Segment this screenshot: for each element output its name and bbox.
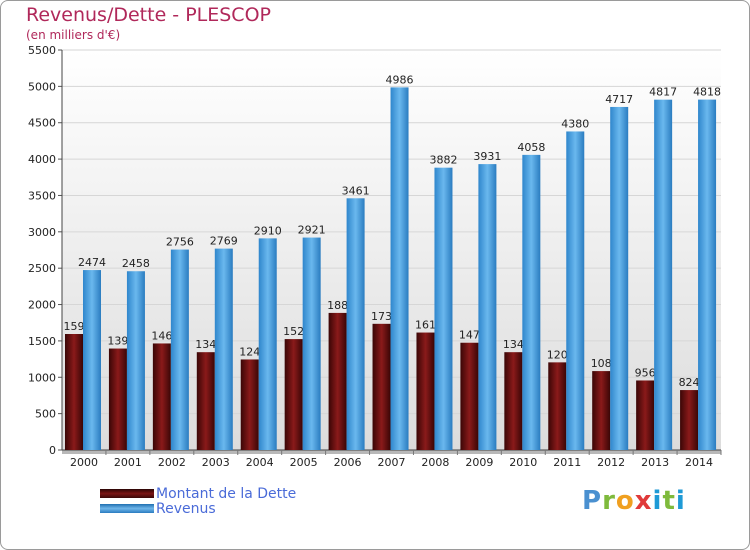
bar-dette: [196, 352, 215, 450]
y-tick-label: 5000: [28, 80, 56, 93]
bar-dette: [284, 339, 303, 450]
y-tick-label: 2000: [28, 299, 56, 312]
y-tick-label: 4500: [28, 117, 56, 130]
x-tick-label: 2014: [685, 456, 713, 469]
bar-dette: [240, 359, 259, 450]
data-label-dette: 108: [591, 357, 612, 370]
data-label-dette: 134: [195, 338, 216, 351]
x-tick-label: 2007: [378, 456, 406, 469]
x-tick-label: 2006: [334, 456, 362, 469]
x-tick-label: 2008: [421, 456, 449, 469]
x-tick-label: 2003: [202, 456, 230, 469]
data-label-revenus: 4986: [386, 73, 414, 86]
data-label-dette: 146: [151, 329, 172, 342]
x-tick-label: 2011: [553, 456, 581, 469]
y-tick-label: 1500: [28, 335, 56, 348]
x-tick-label: 2004: [246, 456, 274, 469]
chart-title: Revenus/Dette - PLESCOP: [26, 4, 271, 26]
legend-label-revenus: Revenus: [156, 500, 216, 517]
legend-item-revenus: Revenus: [100, 500, 296, 517]
data-label-dette: 173: [371, 310, 392, 323]
data-label-revenus: 2458: [122, 257, 150, 270]
data-label-dette: 120: [547, 348, 568, 361]
bar-revenus: [610, 106, 629, 450]
data-label-revenus: 4380: [561, 117, 589, 130]
x-tick-label: 2010: [509, 456, 537, 469]
bar-dette: [504, 352, 523, 450]
data-label-dette: 159: [64, 320, 85, 333]
data-label-dette: 152: [283, 325, 304, 338]
x-tick-label: 2002: [158, 456, 186, 469]
bar-dette: [636, 380, 655, 450]
legend-swatch-revenus: [100, 504, 154, 513]
y-tick-label: 3500: [28, 189, 56, 202]
data-label-revenus: 2474: [78, 256, 106, 269]
bar-revenus: [478, 164, 497, 451]
bar-dette: [680, 390, 699, 450]
y-tick-label: 5500: [28, 44, 56, 57]
data-label-revenus: 3461: [342, 184, 370, 197]
x-tick-label: 2001: [114, 456, 142, 469]
data-label-revenus: 4058: [517, 141, 545, 154]
proxiti-logo: Proxiti: [582, 486, 686, 516]
bar-dette: [328, 312, 347, 450]
bar-dette: [592, 371, 611, 450]
bar-revenus: [302, 237, 321, 450]
bar-dette: [416, 332, 435, 450]
x-tick-label: 2013: [641, 456, 669, 469]
legend-item-dette: Montant de la Dette: [100, 485, 297, 502]
bar-revenus: [698, 99, 717, 450]
data-label-dette: 124: [239, 345, 260, 358]
chart-subtitle: (en milliers d'€): [26, 28, 121, 42]
data-label-revenus: 2756: [166, 236, 194, 249]
bar-revenus: [83, 270, 101, 450]
data-label-revenus: 2910: [254, 224, 282, 237]
bar-revenus: [258, 238, 277, 450]
x-tick-label: 2005: [290, 456, 318, 469]
bar-dette: [152, 343, 171, 450]
bar-revenus: [214, 248, 233, 450]
bar-revenus: [170, 249, 189, 450]
data-label-dette: 161: [415, 319, 436, 332]
data-label-revenus: 2769: [210, 235, 238, 248]
y-tick-label: 4000: [28, 153, 56, 166]
x-tick-label: 2009: [465, 456, 493, 469]
data-label-dette: 134: [503, 338, 524, 351]
data-label-revenus: 4818: [693, 86, 721, 99]
bar-revenus: [390, 87, 409, 450]
bar-revenus: [654, 99, 673, 450]
bar-revenus: [434, 167, 453, 450]
y-tick-label: 0: [49, 444, 56, 457]
data-label-revenus: 2921: [298, 224, 326, 237]
bar-dette: [108, 348, 127, 450]
legend: Montant de la Dette Revenus: [100, 485, 297, 517]
data-label-dette: 139: [107, 335, 128, 348]
bar-dette: [548, 362, 567, 450]
data-label-dette: 188: [327, 299, 348, 312]
legend-label-dette: Montant de la Dette: [156, 485, 297, 502]
bar-revenus: [346, 198, 365, 450]
x-tick-label: 2012: [597, 456, 625, 469]
bar-dette: [372, 323, 391, 450]
data-label-dette: 956: [635, 366, 656, 379]
bar-revenus: [126, 271, 145, 450]
bar-dette: [460, 342, 479, 450]
data-label-revenus: 3931: [473, 150, 501, 163]
plot-floor: [62, 450, 721, 454]
bar-revenus: [566, 131, 585, 451]
y-tick-label: 2500: [28, 262, 56, 275]
data-label-revenus: 4717: [605, 93, 633, 106]
y-tick-label: 500: [35, 408, 56, 421]
data-label-dette: 147: [459, 329, 480, 342]
bar-dette: [65, 334, 83, 450]
bar-revenus: [522, 154, 541, 450]
data-label-revenus: 4817: [649, 86, 677, 99]
legend-swatch-dette: [100, 489, 154, 498]
data-label-revenus: 3882: [429, 154, 457, 167]
x-tick-label: 2000: [70, 456, 98, 469]
y-tick-label: 3000: [28, 226, 56, 239]
data-label-dette: 824: [679, 376, 700, 389]
y-tick-label: 1000: [28, 371, 56, 384]
